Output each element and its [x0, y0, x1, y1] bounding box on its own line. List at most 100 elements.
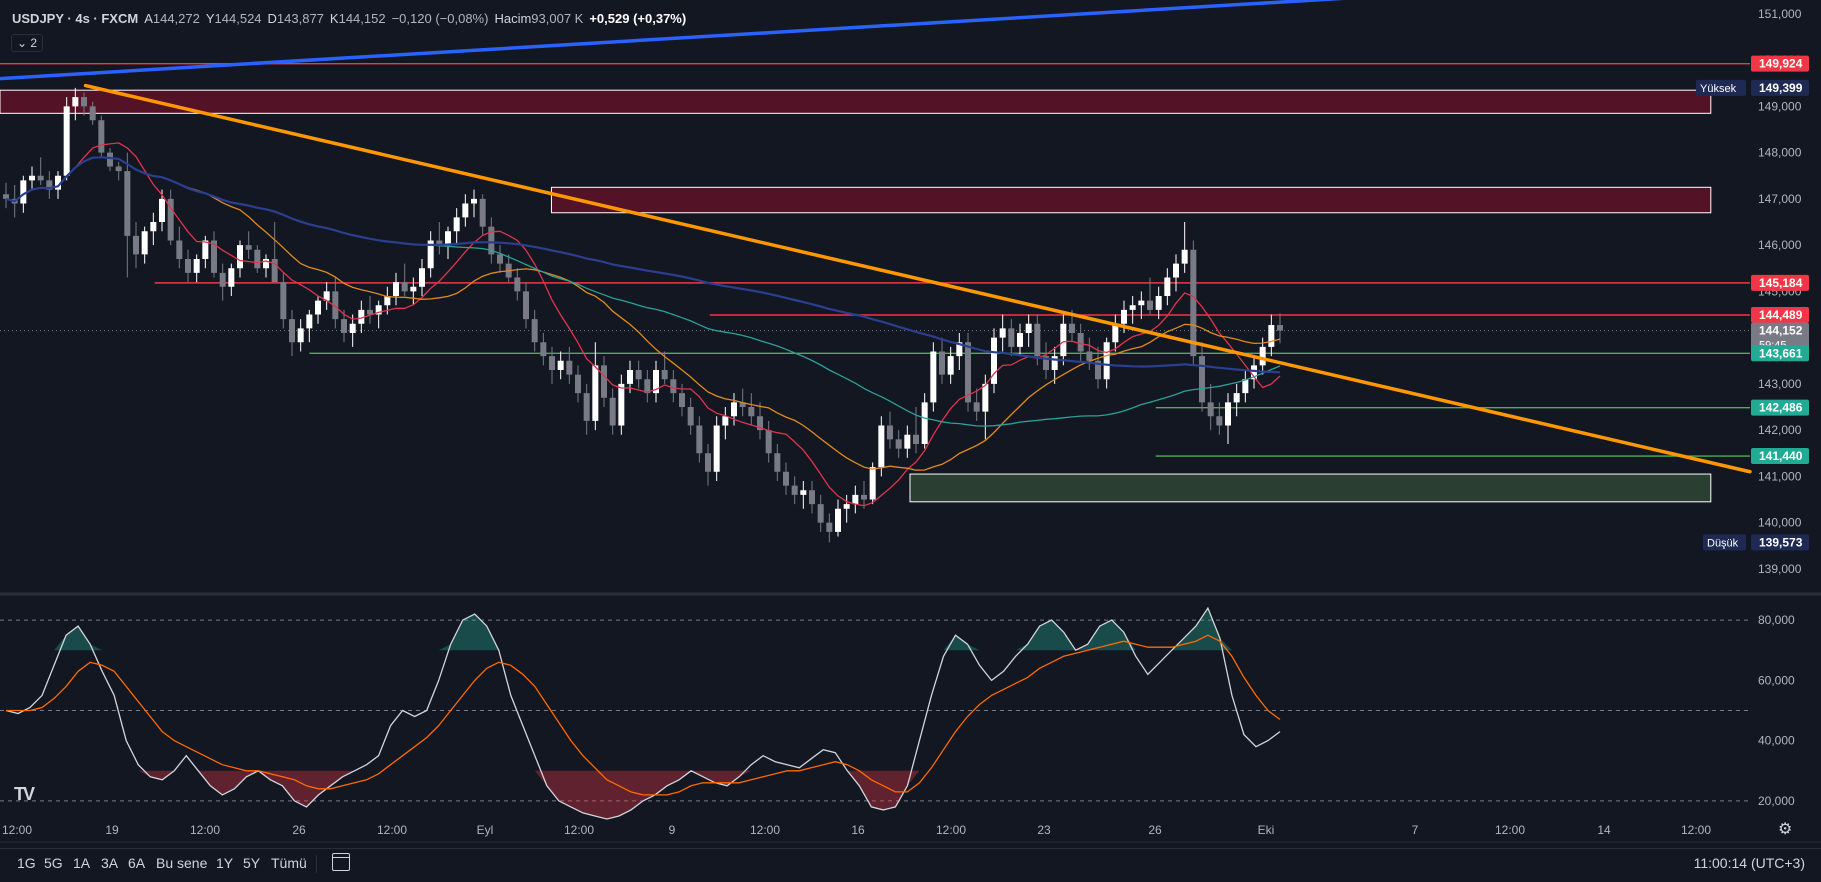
candle-body [1164, 277, 1171, 296]
candle [245, 231, 252, 259]
candle-body [635, 370, 642, 380]
candle-body [947, 356, 954, 375]
candle [800, 481, 807, 509]
time-tick-label: 23 [1037, 823, 1051, 837]
range-button-all[interactable]: Tümü [271, 855, 307, 871]
candle [635, 360, 642, 389]
time-tick-label: 16 [851, 823, 865, 837]
candle-body [37, 175, 44, 181]
candle [644, 370, 651, 403]
candle [817, 494, 824, 532]
candle-body [1025, 323, 1032, 333]
candle-body [341, 319, 347, 333]
candle [887, 411, 893, 449]
candle [999, 314, 1006, 352]
candle [1225, 393, 1231, 444]
time-tick-label: 14 [1597, 823, 1611, 837]
candle [861, 481, 867, 509]
candle-body [1077, 333, 1084, 352]
candle-body [965, 342, 971, 403]
candle-body [98, 120, 105, 153]
candle-body [982, 383, 989, 412]
candle-body [1008, 328, 1015, 347]
candle [618, 374, 625, 435]
candle-body [557, 360, 564, 370]
candle-body [1060, 323, 1067, 357]
candle-body [1268, 325, 1275, 347]
price-label-text: 149,924 [1759, 57, 1803, 71]
candle-body [583, 393, 590, 421]
candle [46, 171, 53, 199]
candle-body [445, 231, 451, 246]
candle-body [679, 393, 685, 407]
candle [956, 333, 963, 370]
calendar-range-icon[interactable] [332, 853, 350, 871]
candle [3, 182, 9, 209]
candle [895, 430, 902, 458]
candle-body [289, 319, 295, 343]
candle-body [20, 180, 27, 204]
tradingview-logo-icon[interactable]: TV [14, 784, 35, 804]
candle-body [1086, 351, 1093, 361]
candle-body [869, 467, 876, 500]
price-tick-label: 139,000 [1758, 562, 1802, 576]
candle [774, 444, 781, 481]
time-tick-label: 12:00 [936, 823, 966, 837]
range-button-5d[interactable]: 5G [44, 855, 63, 871]
price-label-box [1751, 448, 1809, 465]
candle [947, 346, 954, 384]
clock-display[interactable]: 11:00:14 (UTC+3) [1693, 855, 1805, 871]
candle-body [999, 328, 1006, 338]
oscillator-tick-label: 20,000 [1758, 794, 1795, 808]
price-axis-label: 149,399 Yüksek [1696, 79, 1809, 96]
candle [141, 226, 148, 264]
candle-body [653, 370, 659, 394]
range-button-3m[interactable]: 3A [101, 855, 119, 871]
candle-body [895, 439, 902, 449]
range-button-ytd[interactable]: Bu sene [156, 855, 208, 871]
candle-body [358, 309, 365, 324]
range-button-6m[interactable]: 6A [128, 855, 146, 871]
candle [765, 420, 772, 463]
candle [349, 314, 356, 347]
indicators-collapse-button[interactable]: ⌄ 2 [11, 34, 44, 52]
candle [748, 393, 755, 426]
candle-body [419, 268, 425, 287]
candle [1233, 383, 1240, 417]
candle [1251, 356, 1257, 389]
range-button-1d[interactable]: 1G [17, 855, 36, 871]
candle [566, 346, 573, 384]
time-tick-label: 7 [1412, 823, 1419, 837]
candle [1138, 291, 1145, 320]
time-tick-label: 12:00 [377, 823, 407, 837]
candle [419, 259, 425, 296]
symbol-title[interactable]: USDJPY · 4s · FXCM [12, 11, 139, 26]
candle-body [107, 152, 113, 167]
candle-body [1103, 342, 1110, 380]
range-button-1y[interactable]: 1Y [216, 855, 234, 871]
price-label-box [1751, 55, 1809, 72]
candle-body [627, 370, 633, 384]
candle [410, 277, 417, 306]
gear-icon[interactable]: ⚙ [1778, 821, 1793, 838]
trendline [83, 83, 1752, 474]
range-button-1m[interactable]: 1A [73, 855, 91, 871]
candle [783, 462, 789, 495]
candle-body [765, 430, 772, 454]
candle [852, 485, 859, 514]
candle [89, 101, 96, 125]
candle-body [471, 198, 477, 204]
candle [341, 309, 347, 343]
candle [98, 115, 105, 158]
candle [81, 92, 87, 116]
candle-body [670, 379, 677, 394]
candle-body [843, 504, 850, 509]
candle-body [939, 351, 945, 375]
candle-body [1051, 356, 1058, 370]
candle [159, 189, 165, 232]
price-axis-label: 145,184 [1751, 274, 1809, 291]
range-button-5y[interactable]: 5Y [243, 855, 261, 871]
price-tick-label: 146,000 [1758, 238, 1802, 252]
candle-body [141, 231, 148, 255]
